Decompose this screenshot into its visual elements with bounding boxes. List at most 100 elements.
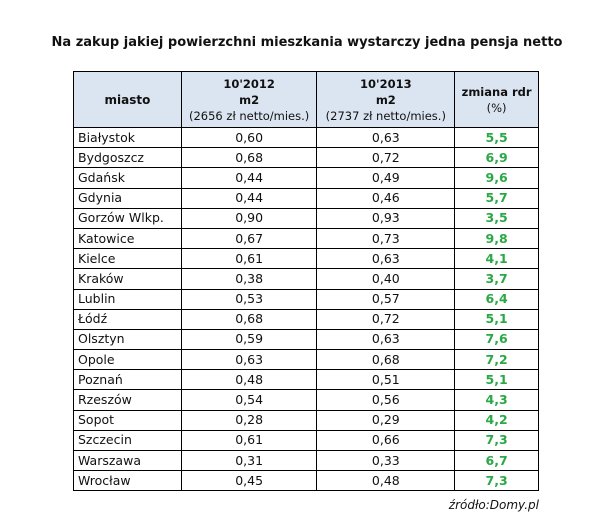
table-row: Gdańsk 0,44 0,49 9,6 [73, 167, 539, 189]
city-cell: Gdynia [73, 187, 182, 209]
table-row: Gdynia 0,44 0,46 5,7 [73, 187, 539, 209]
city-cell: Gorzów Wlkp. [73, 207, 182, 229]
value-2012-cell: 0,61 [180, 248, 318, 270]
value-2013-cell: 0,49 [316, 167, 456, 189]
table-row: Gorzów Wlkp. 0,90 0,93 3,5 [73, 207, 539, 229]
value-2013-cell: 0,63 [316, 248, 456, 270]
value-2012-cell: 0,68 [180, 147, 318, 169]
table-row: Szczecin 0,61 0,66 7,3 [73, 429, 539, 452]
change-cell: 5,5 [454, 126, 539, 149]
value-2012-cell: 0,45 [180, 470, 318, 492]
value-2012-cell: 0,90 [180, 207, 318, 229]
table-row: Olsztyn 0,59 0,63 7,6 [73, 328, 539, 351]
change-cell: 5,7 [454, 187, 539, 209]
value-2012-cell: 0,28 [180, 409, 318, 431]
city-cell: Szczecin [73, 429, 182, 452]
table-row: Warszawa 0,31 0,33 6,7 [73, 449, 539, 472]
city-cell: Bydgoszcz [73, 147, 182, 169]
value-2012-cell: 0,44 [180, 187, 318, 209]
table-row: Katowice 0,67 0,73 9,8 [73, 227, 539, 250]
city-cell: Wrocław [73, 470, 182, 492]
header-2012-salary: (2656 zł netto/mies.) [189, 108, 310, 123]
value-2013-cell: 0,48 [316, 470, 456, 492]
value-2013-cell: 0,93 [316, 207, 456, 229]
change-cell: 4,3 [454, 389, 539, 411]
value-2013-cell: 0,63 [316, 126, 456, 149]
table-row: Łódź 0,68 0,72 5,1 [73, 308, 539, 330]
city-cell: Opole [73, 349, 182, 371]
header-change-label: zmiana rdr [461, 84, 532, 99]
city-cell: Łódź [73, 308, 182, 330]
value-2013-cell: 0,51 [316, 369, 456, 391]
header-2013-salary: (2737 zł netto/mies.) [325, 108, 446, 123]
value-2012-cell: 0,48 [180, 369, 318, 391]
value-2013-cell: 0,46 [316, 187, 456, 209]
table-row: Opole 0,63 0,68 7,2 [73, 349, 539, 371]
value-2013-cell: 0,72 [316, 308, 456, 330]
city-cell: Gdańsk [73, 167, 182, 189]
value-2013-cell: 0,40 [316, 268, 456, 290]
table-row: Wrocław 0,45 0,48 7,3 [73, 470, 539, 492]
city-cell: Poznań [73, 369, 182, 391]
header-2012: 10'2012 m2 (2656 zł netto/mies.) [180, 71, 318, 128]
header-change: zmiana rdr (%) [454, 71, 539, 128]
header-2013: 10'2013 m2 (2737 zł netto/mies.) [316, 71, 456, 128]
change-cell: 6,4 [454, 288, 539, 310]
source-note: źródło:Domy.pl [448, 498, 539, 512]
value-2012-cell: 0,68 [180, 308, 318, 330]
city-cell: Rzeszów [73, 389, 182, 411]
value-2013-cell: 0,56 [316, 389, 456, 411]
value-2013-cell: 0,33 [316, 449, 456, 472]
header-2013-unit: m2 [375, 92, 396, 107]
value-2013-cell: 0,72 [316, 147, 456, 169]
value-2013-cell: 0,63 [316, 328, 456, 351]
table-body: Białystok 0,60 0,63 5,5 Bydgoszcz 0,68 0,72 6,9… [73, 126, 539, 492]
change-cell: 3,7 [454, 268, 539, 290]
change-cell: 4,2 [454, 409, 539, 431]
change-cell: 6,9 [454, 147, 539, 169]
table-row: Lublin 0,53 0,57 6,4 [73, 288, 539, 310]
value-2013-cell: 0,57 [316, 288, 456, 310]
change-cell: 5,1 [454, 308, 539, 330]
table-row: Sopot 0,28 0,29 4,2 [73, 409, 539, 431]
change-cell: 3,5 [454, 207, 539, 229]
value-2012-cell: 0,60 [180, 126, 318, 149]
value-2013-cell: 0,29 [316, 409, 456, 431]
change-cell: 7,6 [454, 328, 539, 351]
value-2013-cell: 0,66 [316, 429, 456, 452]
value-2012-cell: 0,31 [180, 449, 318, 472]
header-city-label: miasto [104, 92, 151, 107]
table-row: Bydgoszcz 0,68 0,72 6,9 [73, 147, 539, 169]
change-cell: 9,6 [454, 167, 539, 189]
value-2012-cell: 0,63 [180, 349, 318, 371]
table-row: Poznań 0,48 0,51 5,1 [73, 369, 539, 391]
table-row: Kraków 0,38 0,40 3,7 [73, 268, 539, 290]
change-cell: 7,3 [454, 470, 539, 492]
value-2012-cell: 0,38 [180, 268, 318, 290]
value-2013-cell: 0,68 [316, 349, 456, 371]
value-2012-cell: 0,44 [180, 167, 318, 189]
table-title: Na zakup jakiej powierzchni mieszkania w… [51, 35, 563, 50]
header-2013-period: 10'2013 [360, 76, 412, 91]
city-cell: Lublin [73, 288, 182, 310]
city-cell: Warszawa [73, 449, 182, 472]
table-row: Kielce 0,61 0,63 4,1 [73, 248, 539, 270]
value-2012-cell: 0,53 [180, 288, 318, 310]
header-change-unit: (%) [486, 100, 507, 115]
city-cell: Katowice [73, 227, 182, 250]
header-2012-period: 10'2012 [223, 76, 275, 91]
change-cell: 9,8 [454, 227, 539, 250]
value-2012-cell: 0,67 [180, 227, 318, 250]
city-cell: Sopot [73, 409, 182, 431]
change-cell: 7,3 [454, 429, 539, 452]
header-2012-unit: m2 [239, 92, 260, 107]
city-cell: Białystok [73, 126, 182, 149]
salary-area-table: miasto 10'2012 m2 (2656 zł netto/mies.) … [73, 71, 539, 492]
change-cell: 4,1 [454, 248, 539, 270]
value-2012-cell: 0,59 [180, 328, 318, 351]
city-cell: Kielce [73, 248, 182, 270]
table-row: Białystok 0,60 0,63 5,5 [73, 126, 539, 149]
change-cell: 5,1 [454, 369, 539, 391]
change-cell: 6,7 [454, 449, 539, 472]
header-city: miasto [73, 71, 182, 128]
